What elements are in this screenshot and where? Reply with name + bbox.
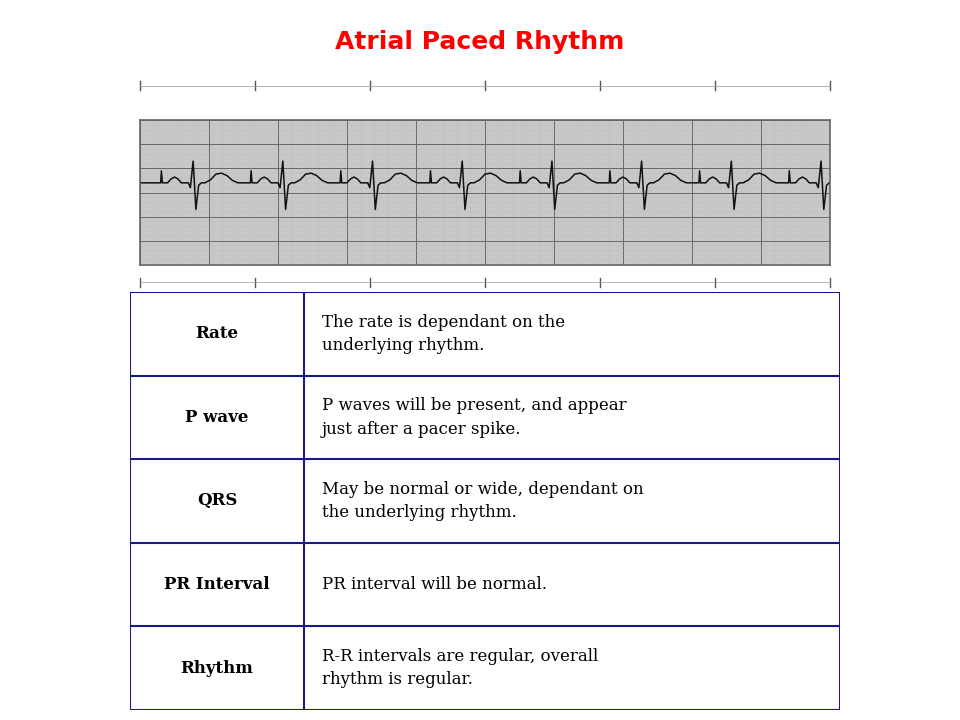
Text: PR interval will be normal.: PR interval will be normal.: [322, 576, 546, 593]
Text: QRS: QRS: [197, 492, 237, 510]
Text: The rate is dependant on the
underlying rhythm.: The rate is dependant on the underlying …: [322, 313, 564, 354]
Text: R-R intervals are regular, overall
rhythm is regular.: R-R intervals are regular, overall rhyth…: [322, 648, 598, 688]
Text: P waves will be present, and appear
just after a pacer spike.: P waves will be present, and appear just…: [322, 397, 626, 438]
Text: Rate: Rate: [196, 325, 238, 342]
Text: Rhythm: Rhythm: [180, 660, 253, 677]
Text: P wave: P wave: [185, 409, 249, 426]
Text: Atrial Paced Rhythm: Atrial Paced Rhythm: [335, 30, 625, 54]
Text: PR Interval: PR Interval: [164, 576, 270, 593]
Text: May be normal or wide, dependant on
the underlying rhythm.: May be normal or wide, dependant on the …: [322, 481, 643, 521]
